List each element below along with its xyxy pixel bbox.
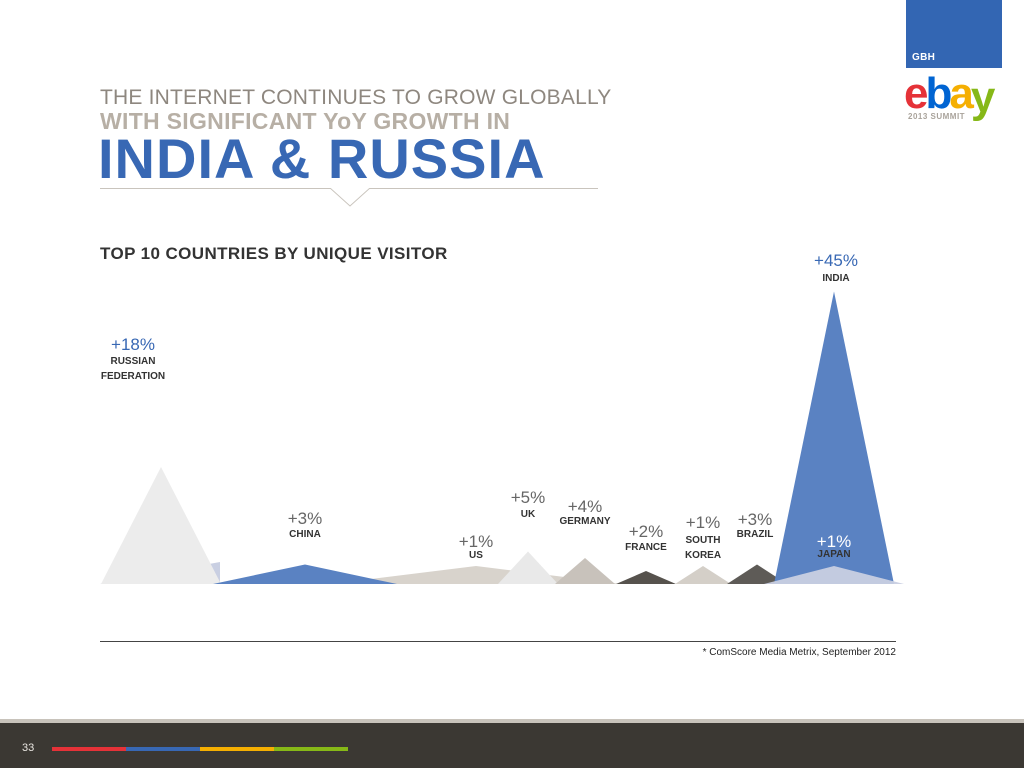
country-label: INDIA — [822, 273, 849, 284]
peak-russian-federation — [101, 467, 221, 584]
logo-letter: e — [904, 69, 929, 118]
country-label: SOUTH — [686, 535, 721, 546]
data-label: +2% — [629, 522, 664, 541]
headline-line-2: WITH SIGNIFICANT YoY GROWTH IN — [100, 108, 511, 134]
peak-china — [213, 564, 397, 584]
data-label: +1% — [686, 513, 721, 532]
peak-india — [774, 291, 894, 584]
data-label: +1% — [817, 532, 852, 551]
country-label: FEDERATION — [101, 371, 165, 382]
footer-stripe — [52, 747, 126, 751]
logo-letter: y — [970, 73, 996, 122]
chart-baseline-rule — [100, 641, 896, 642]
chart-title: TOP 10 COUNTRIES BY UNIQUE VISITOR — [100, 244, 448, 263]
data-label: +45% — [814, 251, 858, 270]
country-label: RUSSIAN — [110, 356, 155, 367]
footer-divider — [0, 719, 1024, 723]
data-label: +5% — [511, 488, 546, 507]
footer-bar — [0, 723, 1024, 768]
footer-stripe — [200, 747, 274, 751]
headline-line-1: THE INTERNET CONTINUES TO GROW GLOBALLY — [100, 86, 612, 109]
country-label: UK — [521, 509, 536, 520]
logo-letter: a — [949, 69, 974, 118]
country-label: US — [469, 550, 483, 561]
peak-uk — [498, 551, 558, 584]
data-label: +3% — [738, 510, 773, 529]
ebay-logo-wordmark: ebay — [904, 69, 995, 122]
data-label: +3% — [288, 509, 323, 528]
data-label: +4% — [568, 497, 603, 516]
data-label: +18% — [111, 335, 155, 354]
data-label: +1% — [459, 532, 494, 551]
country-label: FRANCE — [625, 542, 667, 553]
peak-brazil — [727, 564, 787, 584]
country-label: CHINA — [289, 529, 321, 540]
division-tab — [906, 0, 1002, 68]
logo-letter: b — [925, 69, 952, 118]
source-note: * ComScore Media Metrix, September 2012 — [702, 647, 896, 658]
peak-south-korea — [675, 566, 731, 584]
peak-france — [616, 571, 676, 584]
headline-line-3: INDIA & RUSSIA — [98, 127, 546, 190]
country-label: BRAZIL — [737, 529, 774, 540]
logo-subtitle: 2013 SUMMIT — [908, 112, 966, 121]
peak-germany — [555, 558, 615, 584]
country-label: KOREA — [685, 550, 721, 561]
country-label: JAPAN — [817, 549, 850, 560]
peak-japan — [764, 566, 904, 584]
country-label: GERMANY — [559, 516, 610, 527]
division-label: GBH — [912, 52, 936, 63]
ebay-logo: ebay 2013 SUMMIT — [904, 70, 1014, 126]
page-number: 33 — [22, 742, 35, 754]
headline-notch — [330, 188, 370, 207]
footer-stripe — [274, 747, 348, 751]
footer-stripe — [126, 747, 200, 751]
